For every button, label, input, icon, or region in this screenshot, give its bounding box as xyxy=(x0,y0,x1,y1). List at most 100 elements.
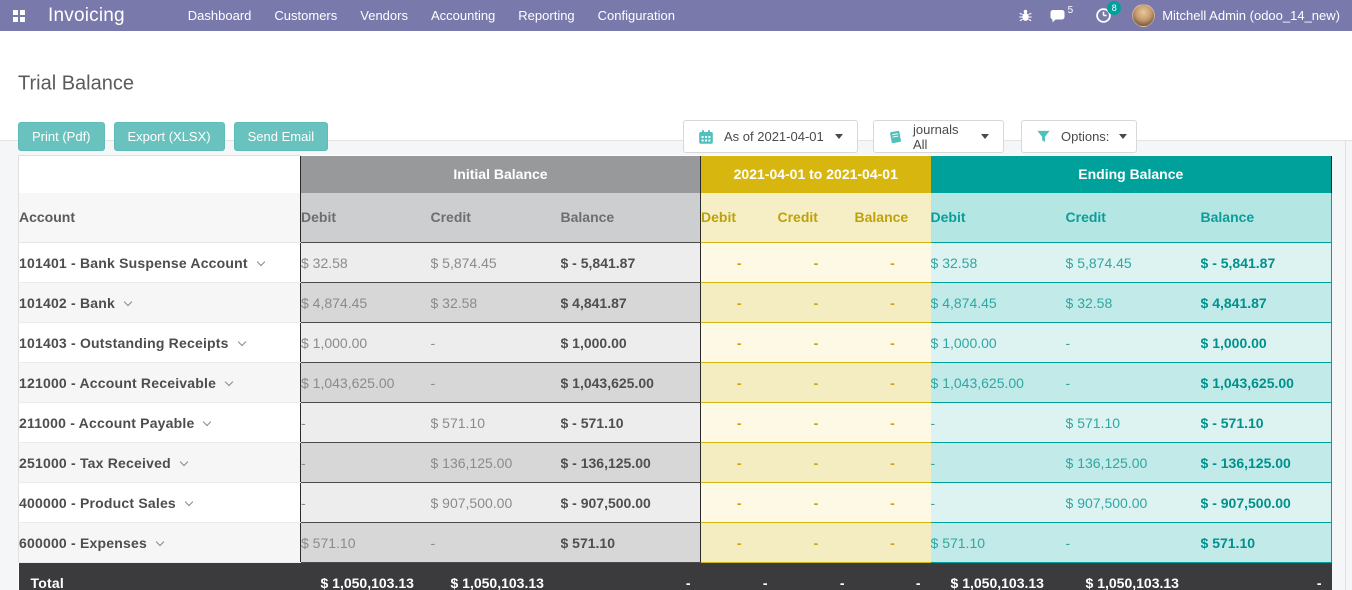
table-row: 121000 - Account Receivable $ 1,043,625.0… xyxy=(18,362,1333,403)
ending-balance-value: $ 571.10 xyxy=(1200,522,1333,563)
initial-balance-value: $ - 571.10 xyxy=(560,402,701,443)
period-debit-value: - xyxy=(700,482,778,523)
journals-filter-label: journals All xyxy=(913,121,959,152)
account-cell[interactable]: 251000 - Tax Received xyxy=(18,442,301,483)
period-credit-value: - xyxy=(777,242,855,283)
period-credit-value: - xyxy=(777,402,855,443)
menu-accounting[interactable]: Accounting xyxy=(430,8,496,23)
chevron-down-icon xyxy=(256,257,266,267)
activities-clock-icon[interactable]: 8 xyxy=(1095,1,1122,24)
total-row: Total $ 1,050,103.13 $ 1,050,103.13 - - … xyxy=(18,562,1332,590)
account-name: 211000 - Account Payable xyxy=(19,414,195,431)
period-balance-value: - xyxy=(854,362,931,403)
options-filter-button[interactable]: Options: xyxy=(1021,120,1137,153)
table-row: 211000 - Account Payable - $ 571.10 $ - 571… xyxy=(18,402,1333,443)
initial-balance-value: $ 571.10 xyxy=(560,522,701,563)
period-debit-value: - xyxy=(700,282,778,323)
account-name: 101401 - Bank Suspense Account xyxy=(19,254,248,271)
account-cell[interactable]: 101403 - Outstanding Receipts xyxy=(18,322,301,363)
period-debit-header: Debit xyxy=(700,192,778,243)
period-credit-value: - xyxy=(777,522,855,563)
user-name: Mitchell Admin (odoo_14_new) xyxy=(1162,8,1340,23)
menu-vendors[interactable]: Vendors xyxy=(360,8,408,23)
ending-debit-value: - xyxy=(930,482,1066,523)
caret-down-icon xyxy=(835,134,843,139)
period-debit-value: - xyxy=(700,442,778,483)
messages-count-badge: 5 xyxy=(1067,5,1074,16)
initial-debit-value: $ 571.10 xyxy=(300,522,431,563)
account-cell[interactable]: 101401 - Bank Suspense Account xyxy=(18,242,301,283)
total-ending-credit: $ 1,050,103.13 xyxy=(1065,562,1201,590)
send-email-button[interactable]: Send Email xyxy=(233,122,329,151)
initial-balance-value: $ - 907,500.00 xyxy=(560,482,701,523)
total-initial-balance: - xyxy=(560,562,701,590)
initial-credit-value: - xyxy=(430,322,561,363)
report-content: Initial Balance 2021-04-01 to 2021-04-01… xyxy=(0,141,1352,590)
menu-configuration[interactable]: Configuration xyxy=(597,8,675,23)
scrollbar-track-divider xyxy=(1345,141,1346,590)
menu-reporting[interactable]: Reporting xyxy=(518,8,575,23)
initial-debit-value: - xyxy=(300,482,431,523)
period-credit-value: - xyxy=(777,482,855,523)
journals-filter-button[interactable]: journals All xyxy=(873,120,1004,153)
user-avatar xyxy=(1132,4,1156,27)
account-name: 101403 - Outstanding Receipts xyxy=(19,334,229,351)
initial-debit-value: $ 32.58 xyxy=(300,242,431,283)
initial-balance-value: $ 1,043,625.00 xyxy=(560,362,701,403)
group-header-initial-balance: Initial Balance xyxy=(300,155,701,193)
initial-credit-value: - xyxy=(430,522,561,563)
menu-customers[interactable]: Customers xyxy=(274,8,338,23)
page-title: Trial Balance xyxy=(18,72,134,95)
table-row: 101402 - Bank $ 4,874.45 $ 32.58 $ 4,841.87… xyxy=(18,282,1333,323)
initial-debit-value: $ 1,043,625.00 xyxy=(300,362,431,403)
user-menu[interactable]: Mitchell Admin (odoo_14_new) xyxy=(1132,4,1344,27)
ending-credit-value: - xyxy=(1065,362,1201,403)
chevron-down-icon xyxy=(237,337,246,347)
chevron-down-icon xyxy=(224,377,234,387)
initial-credit-value: $ 907,500.00 xyxy=(430,482,561,523)
ending-balance-value: $ - 571.10 xyxy=(1200,402,1333,443)
account-name: 121000 - Account Receivable xyxy=(19,374,217,391)
account-cell[interactable]: 121000 - Account Receivable xyxy=(18,362,301,403)
total-ending-debit: $ 1,050,103.13 xyxy=(930,562,1066,590)
ending-debit-value: $ 571.10 xyxy=(930,522,1066,563)
table-row: 600000 - Expenses $ 571.10- $ 571.10- - - $ 5… xyxy=(18,522,1333,563)
messages-icon[interactable]: 5 xyxy=(1049,5,1074,24)
group-header-empty xyxy=(18,155,301,193)
period-credit-value: - xyxy=(777,362,855,403)
account-cell[interactable]: 211000 - Account Payable xyxy=(18,402,301,443)
initial-balance-value: $ - 5,841.87 xyxy=(560,242,701,283)
table-row: 101403 - Outstanding Receipts $ 1,000.00-… xyxy=(18,322,1333,363)
account-cell[interactable]: 400000 - Product Sales xyxy=(18,482,301,523)
table-row: 400000 - Product Sales - $ 907,500.00 $ - 9… xyxy=(18,482,1333,523)
table-row: 251000 - Tax Received - $ 136,125.00 $ - 13… xyxy=(18,442,1333,483)
total-initial-debit: $ 1,050,103.13 xyxy=(300,562,431,590)
apps-menu-icon[interactable] xyxy=(13,9,25,22)
period-credit-value: - xyxy=(777,322,855,363)
account-name: 600000 - Expenses xyxy=(19,534,147,551)
app-name[interactable]: Invoicing xyxy=(48,4,125,26)
ending-balance-value: $ - 136,125.00 xyxy=(1200,442,1333,483)
initial-debit-value: - xyxy=(300,442,431,483)
period-balance-value: - xyxy=(854,522,931,563)
initial-debit-header: Debit xyxy=(300,192,431,243)
chevron-down-icon xyxy=(203,417,212,427)
top-navbar: Invoicing Dashboard Customers Vendors Ac… xyxy=(0,0,1352,31)
date-filter-button[interactable]: As of 2021-04-01 xyxy=(683,120,858,153)
period-debit-value: - xyxy=(700,322,778,363)
ending-credit-value: $ 136,125.00 xyxy=(1065,442,1201,483)
export-xlsx-button[interactable]: Export (XLSX) xyxy=(113,122,225,151)
date-filter-label: As of 2021-04-01 xyxy=(724,129,824,144)
period-balance-value: - xyxy=(854,482,931,523)
ending-debit-value: - xyxy=(930,402,1066,443)
debug-bug-icon[interactable] xyxy=(1018,8,1033,23)
initial-balance-value: $ 4,841.87 xyxy=(560,282,701,323)
account-cell[interactable]: 600000 - Expenses xyxy=(18,522,301,563)
ending-credit-value: $ 571.10 xyxy=(1065,402,1201,443)
period-debit-value: - xyxy=(700,402,778,443)
account-cell[interactable]: 101402 - Bank xyxy=(18,282,301,323)
ending-balance-value: $ 4,841.87 xyxy=(1200,282,1333,323)
print-pdf-button[interactable]: Print (Pdf) xyxy=(18,122,105,151)
total-period-balance: - xyxy=(854,562,931,590)
menu-dashboard[interactable]: Dashboard xyxy=(187,8,252,23)
